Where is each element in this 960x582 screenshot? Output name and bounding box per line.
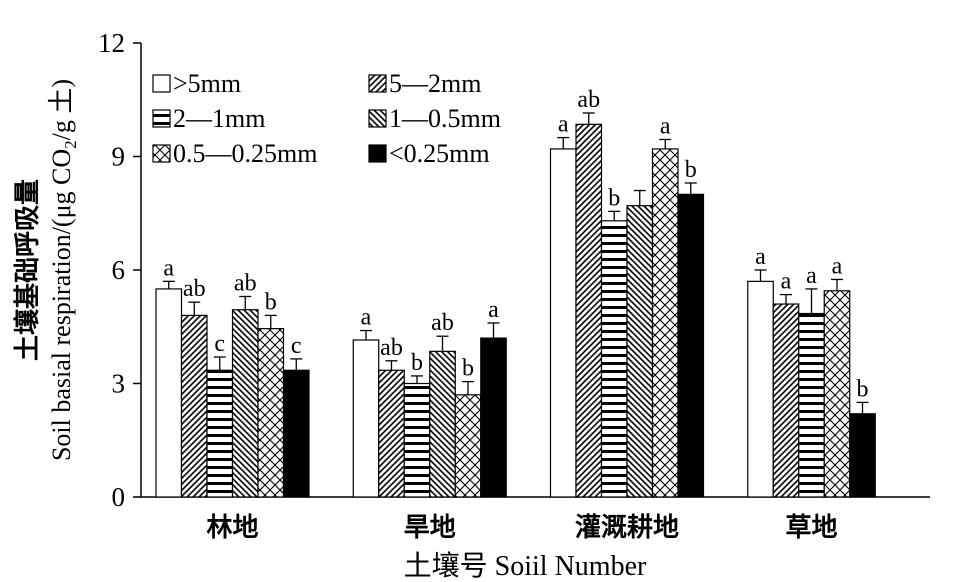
significance-label: b — [462, 356, 474, 382]
bar — [849, 413, 876, 498]
legend-label: <0.25mm — [389, 139, 490, 168]
legend-swatch — [368, 74, 387, 93]
bar — [600, 220, 628, 498]
bar — [378, 369, 405, 498]
legend-swatch — [152, 144, 171, 163]
bar — [480, 337, 507, 498]
significance-label: ab — [380, 335, 403, 361]
significance-label: b — [411, 350, 423, 376]
significance-label: a — [558, 112, 569, 138]
significance-label: b — [265, 289, 277, 315]
significance-label: a — [163, 255, 174, 281]
x-tick-labels: 林地 旱地 灌溉耕地 草地 — [206, 513, 837, 542]
x-tick-label: 灌溉耕地 — [575, 513, 679, 542]
significance-label: c — [214, 331, 225, 357]
significance-label: ab — [577, 87, 600, 113]
y-axis-title-end: /g 土) — [47, 79, 76, 140]
legend-swatch — [152, 109, 171, 128]
significance-label: ab — [183, 276, 206, 302]
y-axis-title-en: Soil basial respiration/(μg CO2/g 土) — [47, 79, 80, 461]
significance-label: a — [488, 297, 499, 323]
bar — [206, 369, 234, 498]
y-ticks: 0 3 6 9 12 — [98, 28, 141, 512]
bar — [575, 123, 603, 498]
legend-label: 1—0.5mm — [389, 104, 501, 133]
y-axis-title-cn: 土壤基础呼吸量 — [12, 179, 42, 361]
significance-label: a — [755, 244, 766, 270]
x-axis-title: 土壤号 Soiil Number — [404, 550, 647, 582]
legend-label: 5—2mm — [389, 69, 481, 98]
bar — [747, 280, 774, 498]
significance-label: a — [806, 263, 817, 289]
bar — [257, 328, 285, 498]
significance-label: b — [608, 185, 620, 211]
bar — [798, 312, 825, 498]
bar — [429, 350, 456, 498]
legend-swatch — [368, 144, 387, 163]
bar — [403, 382, 431, 498]
bar — [651, 148, 679, 498]
bar — [352, 339, 380, 498]
legend-label: 2—1mm — [173, 104, 265, 133]
y-tick-label: 6 — [112, 255, 126, 285]
significance-label: a — [660, 113, 671, 139]
y-axis-title-en-main: Soil basial respiration/(μg CO — [47, 149, 76, 461]
significance-label: a — [361, 305, 372, 331]
significance-label: ab — [234, 270, 257, 296]
y-axis-title: 土壤基础呼吸量 Soil basial respiration/(μg CO2/… — [12, 79, 80, 461]
bar — [282, 369, 310, 498]
significance-label: c — [291, 333, 302, 359]
significance-label: a — [781, 269, 792, 295]
bar — [626, 205, 654, 498]
bar — [155, 288, 183, 498]
bar — [454, 394, 482, 498]
y-tick-label: 9 — [112, 142, 126, 172]
x-tick-label: 林地 — [206, 513, 258, 542]
bar — [823, 290, 851, 498]
legend: >5mm 5—2mm 2—1mm 1—0.5mm 0.5—0.25mm <0.25mm — [152, 69, 501, 168]
x-tick-label: 旱地 — [404, 513, 456, 542]
x-tick-label: 草地 — [785, 513, 837, 542]
legend-swatch — [368, 109, 387, 128]
legend-swatch — [152, 74, 171, 93]
significance-label: ab — [431, 310, 454, 336]
y-tick-label: 12 — [98, 28, 125, 58]
bar — [677, 193, 705, 498]
bar — [549, 148, 577, 498]
y-tick-label: 3 — [112, 369, 126, 399]
y-tick-label: 0 — [112, 482, 126, 512]
significance-label: b — [685, 157, 697, 183]
significance-label: a — [832, 253, 843, 279]
legend-label: 0.5—0.25mm — [173, 139, 317, 168]
y-axis-title-sub: 2 — [61, 140, 80, 149]
bar — [772, 303, 800, 498]
bar — [231, 309, 259, 498]
significance-label: b — [857, 376, 869, 402]
legend-label: >5mm — [173, 69, 241, 98]
bar — [180, 314, 208, 498]
